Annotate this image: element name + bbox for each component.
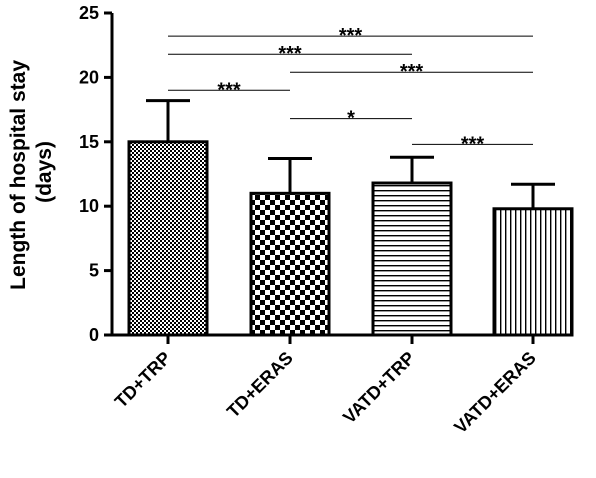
significance-bracket: *** — [168, 79, 290, 101]
significance-bracket: *** — [290, 61, 533, 83]
error-bar-vatd-eras — [511, 182, 555, 209]
significance-label: *** — [339, 25, 363, 47]
error-bars-layer — [146, 99, 555, 209]
significance-label: *** — [217, 79, 241, 101]
x-category-label: VATD+ERAS — [450, 348, 540, 438]
x-category-label: TD+ERAS — [223, 348, 297, 422]
x-category-label: VATD+TRP — [339, 348, 419, 428]
y-tick-label: 0 — [89, 325, 99, 345]
y-axis-label-line-1: Length of hospital stay — [7, 60, 30, 290]
significance-bracket: *** — [168, 43, 412, 65]
x-category-label: TD+TRP — [111, 348, 175, 412]
significance-label: *** — [400, 61, 424, 83]
y-axis-label-line-2: (days) — [33, 141, 56, 203]
y-tick-label: 25 — [79, 3, 99, 23]
significance-bracket: * — [290, 108, 412, 130]
bar-vatd-eras — [492, 207, 574, 337]
bar-td-trp — [127, 140, 209, 337]
significance-bracket: *** — [412, 133, 533, 155]
significance-label: *** — [461, 133, 485, 155]
significance-layer: **************** — [168, 25, 533, 155]
y-tick-label: 15 — [79, 132, 99, 152]
significance-label: * — [347, 108, 355, 130]
bars-layer — [127, 140, 574, 337]
error-bar-vatd-trp — [390, 155, 434, 184]
error-bar-td-eras — [268, 157, 312, 194]
bar-td-eras — [249, 191, 331, 337]
y-axis-label: Length of hospital stay (days) — [7, 54, 56, 290]
y-tick-label: 10 — [79, 196, 99, 216]
bar-vatd-trp — [371, 181, 453, 337]
significance-bracket: *** — [168, 25, 533, 47]
significance-label: *** — [278, 43, 302, 65]
error-bar-td-trp — [146, 99, 190, 142]
y-tick-label: 5 — [89, 261, 99, 281]
y-tick-label: 20 — [79, 67, 99, 87]
